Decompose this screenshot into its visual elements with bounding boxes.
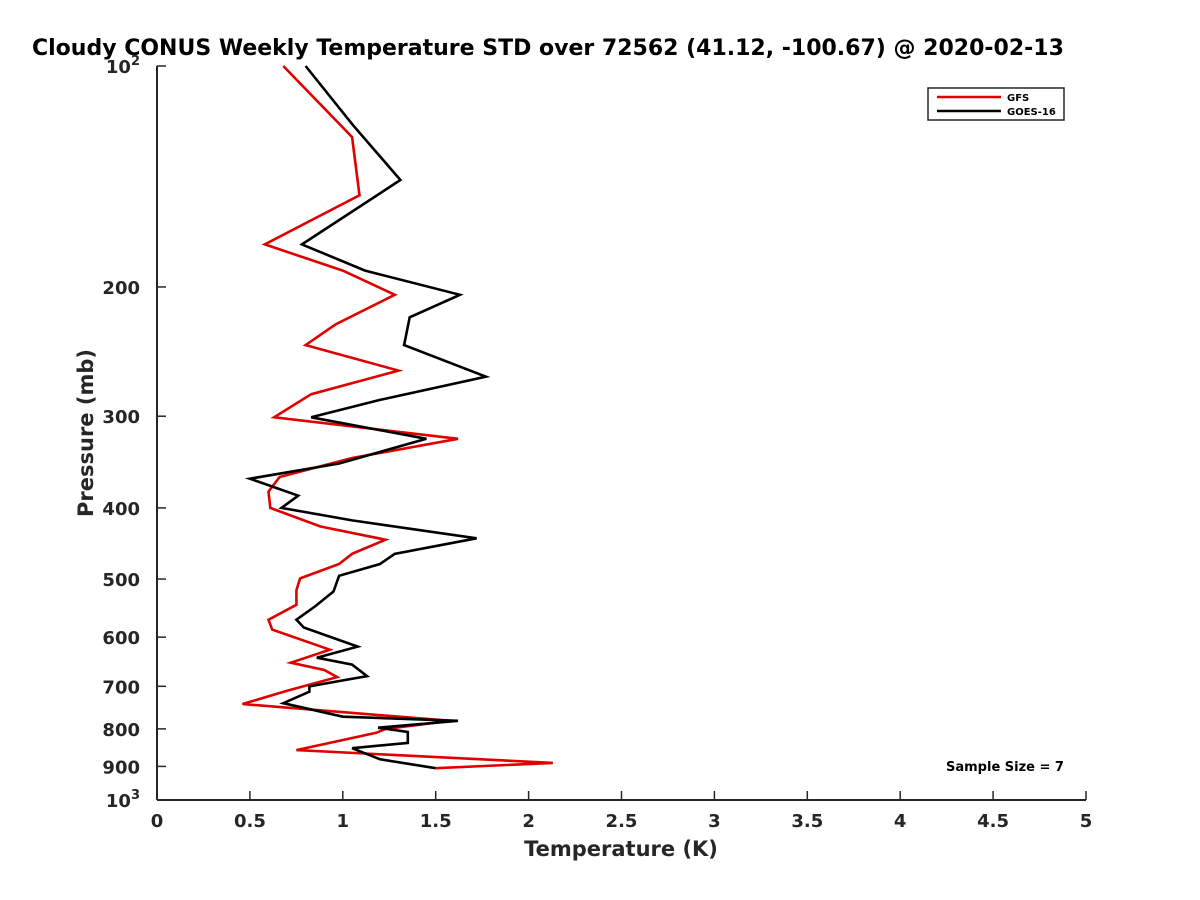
- x-tick-label: 0: [151, 811, 164, 832]
- x-tick-label: 1.5: [420, 811, 452, 832]
- y-tick-label: 200: [102, 278, 140, 299]
- y-tick-label: 400: [102, 499, 140, 520]
- x-tick-label: 2.5: [606, 811, 638, 832]
- legend-box: [927, 87, 1065, 121]
- y-tick-label: 300: [102, 407, 140, 428]
- series-layer: [242, 65, 553, 770]
- y-axis-label: Pressure (mb): [74, 349, 98, 517]
- x-tick-label: 2: [522, 811, 535, 832]
- x-ticks: 0 0.5 1 1.5 2 2.5 3 3.5 4 4.5 5: [151, 791, 1093, 832]
- x-tick-label: 4: [894, 811, 907, 832]
- x-tick-label: 3: [708, 811, 721, 832]
- y-ticks: 102 200 300 400 500 600 700 800 900 103: [102, 54, 166, 812]
- sample-size-annotation: Sample Size = 7: [946, 760, 1064, 775]
- x-tick-label: 3.5: [791, 811, 823, 832]
- x-tick-label: 4.5: [977, 811, 1009, 832]
- y-tick-label: 103: [106, 788, 140, 812]
- chart-title: Cloudy CONUS Weekly Temperature STD over…: [32, 36, 1064, 61]
- x-tick-label: 1: [337, 811, 350, 832]
- y-tick-label: 800: [102, 720, 140, 741]
- y-tick-label: 500: [102, 570, 140, 591]
- series-line-goes16: [244, 65, 491, 770]
- legend: GFS GOES-16: [927, 87, 1065, 121]
- series-line-gfs: [242, 65, 553, 770]
- y-tick-label: 600: [102, 628, 140, 649]
- axes: [156, 66, 1086, 801]
- legend-label-gfs: GFS: [1007, 93, 1029, 104]
- x-tick-label: 5: [1080, 811, 1093, 832]
- y-tick-label: 102: [106, 54, 140, 78]
- x-tick-label: 0.5: [234, 811, 266, 832]
- y-tick-label: 900: [102, 757, 140, 778]
- y-tick-label: 700: [102, 677, 140, 698]
- x-axis-label: Temperature (K): [524, 837, 718, 861]
- legend-label-goes16: GOES-16: [1007, 107, 1056, 118]
